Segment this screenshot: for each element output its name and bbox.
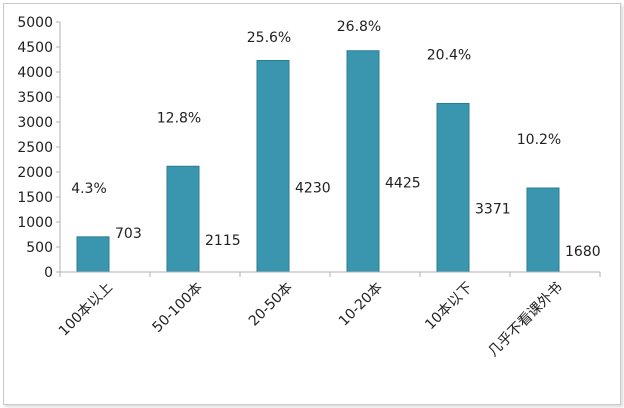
x-tick-label-20-50本: 20-50本 — [246, 280, 296, 330]
value-label-50-100本: 2115 — [205, 233, 241, 249]
value-label-几乎不看课外书: 1680 — [565, 244, 601, 260]
bar-100本以上 — [76, 236, 110, 273]
y-tick-label-3000: 3000 — [17, 115, 53, 131]
x-axis: 100本以上 50-100本 20-50本 10-20本 10本以下 几乎不看课外书 — [56, 271, 601, 361]
bar-20-50本 — [256, 60, 290, 273]
value-label-20-50本: 4230 — [295, 180, 331, 196]
bar-10本以下 — [436, 102, 470, 273]
y-tick-label-1500: 1500 — [17, 190, 53, 206]
y-axis: 0 500 1000 1500 2000 2500 3000 3500 4000 4500 5000 — [17, 15, 61, 281]
y-tick-label-4500: 4500 — [17, 40, 53, 56]
x-tick-label-50-100本: 50-100本 — [150, 280, 206, 336]
x-tick-label-10-20本: 10-20本 — [336, 280, 386, 330]
y-tick-label-5000: 5000 — [17, 15, 53, 31]
y-tick-label-0: 0 — [44, 265, 53, 281]
bar-几乎不看课外书 — [526, 187, 560, 273]
x-tick-label-100本以上: 100本以上 — [56, 280, 116, 340]
bars — [76, 50, 560, 273]
percent-label-10本以下: 20.4% — [427, 47, 471, 63]
percent-label-100本以上: 4.3% — [71, 181, 107, 197]
y-tick-label-2000: 2000 — [17, 165, 53, 181]
data-labels: 4.3% 703 12.8% 2115 25.6% 4230 26.8% 4425 20.4% 3… — [71, 19, 600, 260]
percent-label-20-50本: 25.6% — [247, 30, 291, 46]
bar-50-100本 — [166, 165, 200, 273]
value-label-100本以上: 703 — [115, 226, 142, 242]
y-tick-label-500: 500 — [26, 240, 53, 256]
value-label-10本以下: 3371 — [475, 202, 511, 218]
chart-frame — [3, 3, 621, 405]
x-tick-label-几乎不看课外书: 几乎不看课外书 — [485, 280, 566, 361]
value-label-10-20本: 4425 — [385, 175, 421, 191]
percent-label-几乎不看课外书: 10.2% — [517, 132, 561, 148]
y-tick-label-3500: 3500 — [17, 90, 53, 106]
x-tick-label-10本以下: 10本以下 — [422, 280, 476, 334]
y-tick-label-1000: 1000 — [17, 215, 53, 231]
y-tick-label-4000: 4000 — [17, 65, 53, 81]
percent-label-50-100本: 12.8% — [157, 110, 201, 126]
y-tick-label-2500: 2500 — [17, 140, 53, 156]
percent-label-10-20本: 26.8% — [337, 19, 381, 35]
bar-10-20本 — [346, 50, 380, 273]
